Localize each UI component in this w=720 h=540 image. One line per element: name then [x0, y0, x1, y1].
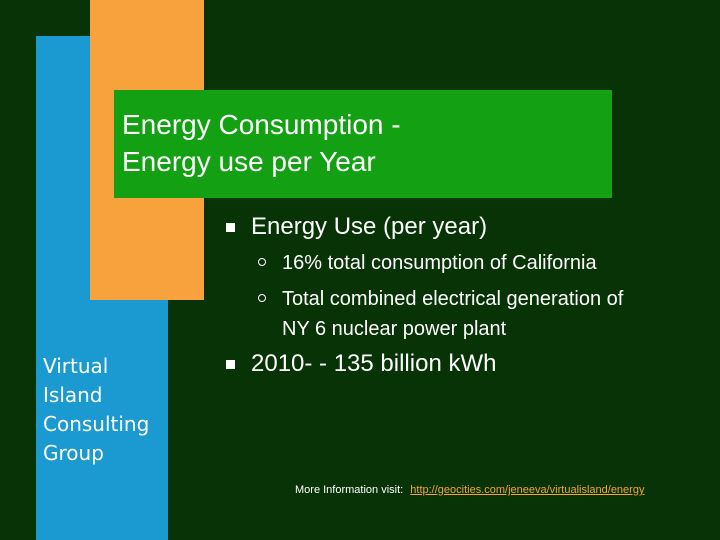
slide-title-line-2: Energy use per Year [122, 146, 376, 177]
company-name-line: Virtual [43, 354, 109, 378]
more-info-link[interactable]: http://geocities.com/jeneeva/virtualisla… [410, 484, 645, 496]
sub-bullet-text-line-2: NY 6 nuclear power plant [282, 318, 507, 340]
circle-bullet-icon [258, 258, 266, 266]
company-name-line: Group [43, 441, 104, 465]
more-info-label: More Information visit: [295, 484, 404, 496]
bullet-text: 2010- - 135 billion kWh [251, 350, 497, 377]
bullet-text: Energy Use (per year) [251, 213, 488, 240]
company-name-line: Consulting [43, 412, 150, 436]
company-name-line: Island [43, 383, 103, 407]
square-bullet-icon [226, 360, 235, 369]
circle-bullet-icon [258, 294, 266, 302]
company-name: Virtual Island Consulting Group [43, 352, 163, 468]
title-box: Energy Consumption - Energy use per Year [114, 90, 612, 198]
more-information: More Information visit: http://geocities… [295, 482, 644, 498]
slide-title-line-1: Energy Consumption - [122, 109, 401, 140]
sub-bullet-text: 16% total consumption of California [282, 252, 597, 274]
sub-bullet-text-line-1: Total combined electrical generation of [282, 288, 624, 310]
square-bullet-icon [226, 223, 235, 232]
